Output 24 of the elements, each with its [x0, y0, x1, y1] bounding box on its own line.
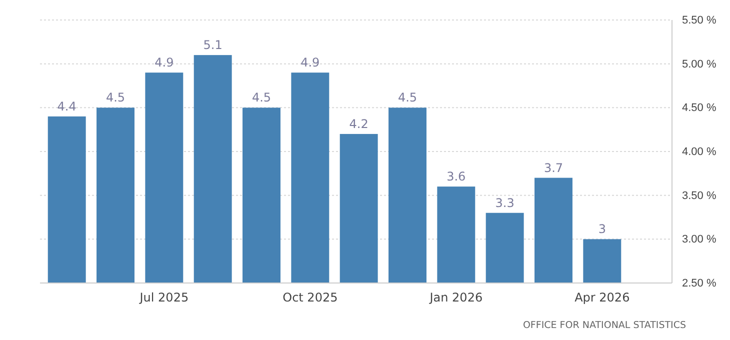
data-label: 4.9 [300, 56, 320, 70]
data-label: 3.6 [446, 170, 466, 184]
text: OFFICE FOR NATIONAL STATISTICS [522, 320, 686, 331]
y-tick-label: 4.50 % [682, 102, 716, 114]
x-tick-label: Jul 2025 [138, 290, 189, 305]
y-tick-label: 3.00 % [682, 234, 716, 246]
data-label: 4.4 [57, 99, 76, 114]
y-tick-label: 5.50 % [682, 14, 716, 27]
data-label: 3 [598, 222, 606, 236]
data-label: 4.5 [106, 90, 126, 105]
data-label: 4.9 [154, 56, 174, 70]
data-label: 4.5 [398, 90, 418, 105]
x-tick-label: Jan 2026 [428, 290, 483, 305]
y-tick-label: 4.00 % [682, 146, 716, 158]
data-label: 3.7 [544, 160, 564, 175]
y-tick-label: 5.00 % [682, 58, 716, 70]
data-label: 4.5 [252, 90, 272, 105]
y-tick-label: 2.50 % [682, 278, 716, 290]
data-label: 5.1 [203, 38, 222, 52]
data-label: 4.2 [349, 116, 368, 131]
x-tick-label: Apr 2026 [574, 290, 630, 305]
x-tick-label: Oct 2025 [282, 290, 338, 305]
y-tick-label: 3.50 % [682, 190, 716, 202]
data-label: 3.3 [495, 196, 514, 210]
